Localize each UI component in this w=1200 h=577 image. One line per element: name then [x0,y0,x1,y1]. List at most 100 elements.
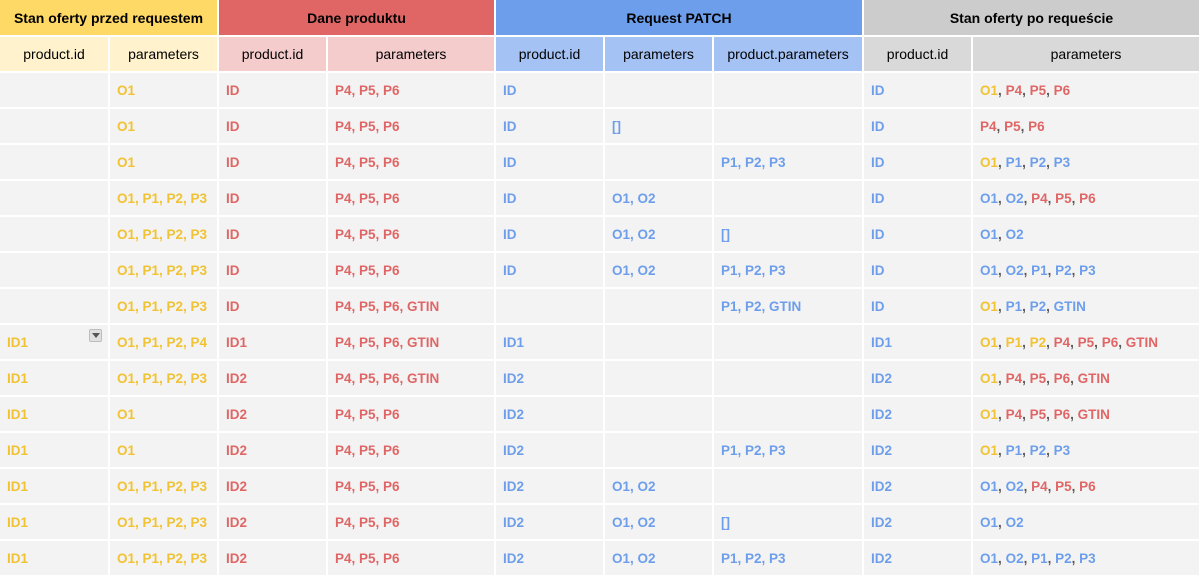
cell-patch-parameters[interactable] [604,288,714,325]
cell-patch-product-parameters[interactable]: P1, P2, P3 [713,252,865,289]
cell-after-product-id[interactable]: ID2 [863,432,974,469]
cell-product-product-id[interactable]: ID2 [218,396,328,433]
cell-after-product-id[interactable]: ID2 [863,540,974,577]
cell-before-parameters[interactable]: O1, P1, P2, P3 [109,468,219,505]
col-patch-product-parameters[interactable]: product.parameters [713,36,865,73]
cell-patch-product-parameters[interactable] [713,468,865,505]
cell-patch-product-id[interactable]: ID [495,180,605,217]
cell-patch-product-parameters[interactable] [713,180,865,217]
cell-product-product-id[interactable]: ID2 [218,540,328,577]
cell-product-parameters[interactable]: P4, P5, P6 [327,72,496,109]
cell-after-product-id[interactable]: ID [863,288,974,325]
cell-after-product-id[interactable]: ID2 [863,360,974,397]
cell-before-parameters[interactable]: O1 [109,108,219,145]
cell-product-product-id[interactable]: ID [218,144,328,181]
cell-before-parameters[interactable]: O1, P1, P2, P3 [109,252,219,289]
cell-product-product-id[interactable]: ID2 [218,504,328,541]
cell-after-parameters[interactable]: O1, P4, P5, P6, GTIN [972,396,1200,433]
cell-product-product-id[interactable]: ID [218,72,328,109]
cell-before-product-id[interactable]: ID1 [0,540,110,577]
cell-after-product-id[interactable]: ID2 [863,504,974,541]
cell-product-parameters[interactable]: P4, P5, P6 [327,252,496,289]
cell-patch-parameters[interactable]: O1, O2 [604,504,714,541]
cell-before-product-id[interactable]: ID1 [0,468,110,505]
cell-after-parameters[interactable]: P4, P5, P6 [972,108,1200,145]
cell-patch-parameters[interactable]: O1, O2 [604,216,714,253]
cell-product-parameters[interactable]: P4, P5, P6 [327,468,496,505]
col-product-product-id[interactable]: product.id [218,36,328,73]
cell-patch-product-parameters[interactable] [713,396,865,433]
cell-after-product-id[interactable]: ID [863,72,974,109]
cell-before-product-id[interactable] [0,288,110,325]
cell-patch-product-parameters[interactable]: P1, P2, P3 [713,144,865,181]
cell-patch-product-parameters[interactable] [713,108,865,145]
cell-product-product-id[interactable]: ID [218,216,328,253]
group-header-product[interactable]: Dane produktu [218,0,496,37]
cell-patch-parameters[interactable]: O1, O2 [604,468,714,505]
cell-patch-parameters[interactable]: O1, O2 [604,180,714,217]
dropdown-arrow-icon[interactable] [89,329,102,342]
cell-product-parameters[interactable]: P4, P5, P6 [327,144,496,181]
cell-after-parameters[interactable]: O1, P1, P2, P4, P5, P6, GTIN [972,324,1200,361]
cell-patch-parameters[interactable] [604,324,714,361]
col-after-parameters[interactable]: parameters [972,36,1200,73]
cell-before-product-id[interactable]: ID1 [0,360,110,397]
cell-before-parameters[interactable]: O1, P1, P2, P3 [109,504,219,541]
cell-before-product-id[interactable] [0,72,110,109]
cell-before-product-id[interactable]: ID1 [0,504,110,541]
cell-patch-product-parameters[interactable]: P1, P2, P3 [713,432,865,469]
cell-patch-product-id[interactable]: ID2 [495,504,605,541]
cell-product-product-id[interactable]: ID1 [218,324,328,361]
group-header-before[interactable]: Stan oferty przed requestem [0,0,219,37]
cell-patch-parameters[interactable] [604,72,714,109]
group-header-after[interactable]: Stan oferty po requeście [863,0,1200,37]
cell-after-parameters[interactable]: O1, O2, P1, P2, P3 [972,540,1200,577]
cell-patch-product-id[interactable]: ID2 [495,432,605,469]
col-before-product-id[interactable]: product.id [0,36,110,73]
cell-product-product-id[interactable]: ID2 [218,468,328,505]
cell-before-parameters[interactable]: O1 [109,396,219,433]
cell-before-parameters[interactable]: O1, P1, P2, P4 [109,324,219,361]
cell-patch-parameters[interactable] [604,432,714,469]
cell-after-parameters[interactable]: O1, O2, P4, P5, P6 [972,180,1200,217]
cell-product-parameters[interactable]: P4, P5, P6, GTIN [327,360,496,397]
col-after-product-id[interactable]: product.id [863,36,974,73]
cell-after-product-id[interactable]: ID [863,216,974,253]
cell-before-parameters[interactable]: O1 [109,72,219,109]
cell-patch-parameters[interactable]: O1, O2 [604,540,714,577]
cell-product-parameters[interactable]: P4, P5, P6 [327,216,496,253]
cell-after-parameters[interactable]: O1, O2, P4, P5, P6 [972,468,1200,505]
cell-patch-product-parameters[interactable] [713,72,865,109]
cell-before-product-id[interactable] [0,252,110,289]
cell-patch-product-parameters[interactable] [713,360,865,397]
cell-after-product-id[interactable]: ID [863,144,974,181]
cell-before-parameters[interactable]: O1, P1, P2, P3 [109,216,219,253]
cell-patch-product-id[interactable]: ID [495,108,605,145]
cell-product-parameters[interactable]: P4, P5, P6 [327,432,496,469]
cell-patch-product-id[interactable]: ID2 [495,468,605,505]
cell-patch-parameters[interactable] [604,144,714,181]
col-patch-product-id[interactable]: product.id [495,36,605,73]
cell-product-parameters[interactable]: P4, P5, P6 [327,108,496,145]
cell-patch-product-parameters[interactable]: P1, P2, GTIN [713,288,865,325]
cell-product-parameters[interactable]: P4, P5, P6 [327,180,496,217]
cell-after-parameters[interactable]: O1, P4, P5, P6 [972,72,1200,109]
col-patch-parameters[interactable]: parameters [604,36,714,73]
cell-product-parameters[interactable]: P4, P5, P6 [327,396,496,433]
cell-product-parameters[interactable]: P4, P5, P6 [327,540,496,577]
cell-product-product-id[interactable]: ID [218,108,328,145]
cell-patch-product-id[interactable]: ID1 [495,324,605,361]
cell-before-parameters[interactable]: O1, P1, P2, P3 [109,360,219,397]
cell-after-product-id[interactable]: ID [863,180,974,217]
cell-after-parameters[interactable]: O1, O2 [972,216,1200,253]
cell-product-parameters[interactable]: P4, P5, P6 [327,504,496,541]
cell-patch-product-id[interactable] [495,288,605,325]
cell-after-parameters[interactable]: O1, P4, P5, P6, GTIN [972,360,1200,397]
cell-after-parameters[interactable]: O1, O2, P1, P2, P3 [972,252,1200,289]
cell-patch-product-id[interactable]: ID2 [495,396,605,433]
cell-patch-parameters[interactable] [604,396,714,433]
cell-after-product-id[interactable]: ID1 [863,324,974,361]
cell-before-product-id[interactable]: ID1 [0,324,110,361]
cell-product-product-id[interactable]: ID [218,180,328,217]
cell-after-product-id[interactable]: ID2 [863,396,974,433]
